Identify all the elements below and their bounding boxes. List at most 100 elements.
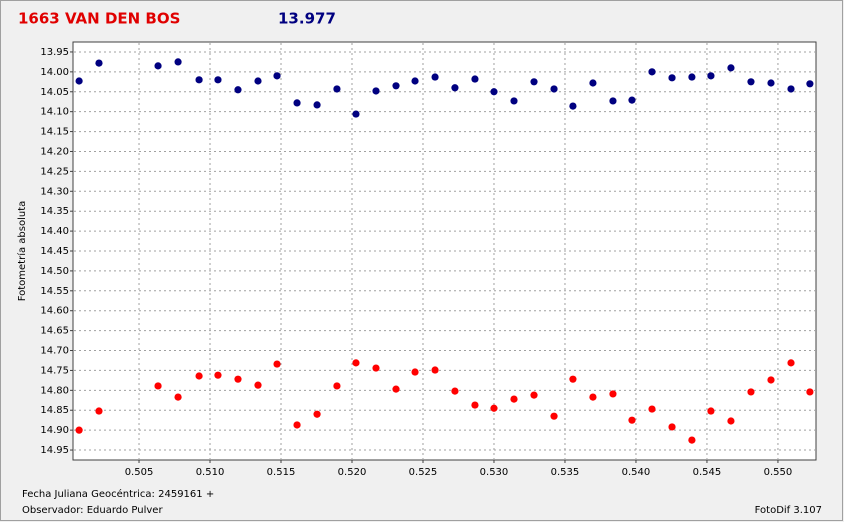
y-tick-label: 14.70	[40, 346, 69, 357]
data-point	[75, 77, 83, 85]
y-axis-label: Fotometría absoluta	[16, 201, 28, 302]
data-point	[569, 375, 577, 383]
data-point	[569, 102, 577, 110]
data-point	[648, 68, 656, 76]
data-point	[333, 382, 341, 390]
y-tick-label: 14.95	[40, 445, 69, 456]
data-point	[628, 416, 636, 424]
data-point	[313, 101, 321, 109]
data-point	[727, 64, 735, 72]
y-tick-label: 14.45	[40, 246, 69, 257]
y-tick-label: 14.00	[40, 67, 69, 78]
data-point	[174, 58, 182, 66]
x-tick-label: 0.540	[622, 467, 651, 478]
y-tick-label: 14.55	[40, 286, 69, 297]
data-point	[609, 97, 617, 105]
data-point	[688, 73, 696, 81]
y-tick-label: 14.80	[40, 385, 69, 396]
data-point	[95, 407, 103, 415]
x-tick-label: 0.530	[480, 467, 509, 478]
data-point	[510, 395, 518, 403]
data-point	[75, 426, 83, 434]
data-point	[688, 436, 696, 444]
data-point	[293, 99, 301, 107]
data-point	[510, 97, 518, 105]
y-tick-label: 14.50	[40, 266, 69, 277]
data-point	[609, 390, 617, 398]
y-tick-label: 14.15	[40, 127, 69, 138]
data-point	[668, 423, 676, 431]
data-point	[273, 72, 281, 80]
data-point	[451, 84, 459, 92]
data-point	[214, 76, 222, 84]
data-point	[392, 385, 400, 393]
data-point	[747, 78, 755, 86]
data-point	[589, 393, 597, 401]
data-point	[767, 79, 775, 87]
y-tick-label: 14.35	[40, 206, 69, 217]
y-tick-label: 14.65	[40, 326, 69, 337]
chart-title: 1663 VAN DEN BOS	[18, 10, 180, 28]
data-point	[530, 78, 538, 86]
data-point	[95, 59, 103, 67]
data-point	[333, 85, 341, 93]
data-point	[154, 62, 162, 70]
x-tick-label: 0.535	[551, 467, 580, 478]
data-point	[451, 387, 459, 395]
data-point	[747, 388, 755, 396]
data-point	[352, 359, 360, 367]
y-tick-label: 14.40	[40, 226, 69, 237]
y-tick-label: 14.20	[40, 146, 69, 157]
observer-note: Observador: Eduardo Pulver	[22, 505, 163, 516]
data-point	[550, 85, 558, 93]
x-tick-label: 0.520	[338, 467, 367, 478]
data-point	[648, 405, 656, 413]
y-tick-label: 14.75	[40, 365, 69, 376]
data-point	[293, 421, 301, 429]
x-tick-label: 0.510	[196, 467, 225, 478]
data-point	[787, 359, 795, 367]
data-point	[234, 375, 242, 383]
data-point	[431, 73, 439, 81]
data-point	[411, 77, 419, 85]
chart-subtitle: 13.977	[278, 10, 336, 28]
data-point	[767, 376, 775, 384]
version-note: FotoDif 3.107	[755, 505, 822, 516]
data-point	[707, 72, 715, 80]
data-point	[392, 82, 400, 90]
data-point	[589, 79, 597, 87]
data-point	[806, 80, 814, 88]
data-point	[273, 360, 281, 368]
x-tick-label: 0.525	[409, 467, 438, 478]
data-point	[490, 404, 498, 412]
data-point	[707, 407, 715, 415]
y-tick-label: 14.30	[40, 186, 69, 197]
x-tick-label: 0.550	[764, 467, 793, 478]
x-tick-label: 0.505	[125, 467, 154, 478]
y-tick-label: 14.25	[40, 166, 69, 177]
data-point	[431, 366, 439, 374]
data-point	[195, 372, 203, 380]
data-point	[806, 388, 814, 396]
data-point	[352, 110, 360, 118]
data-point	[628, 96, 636, 104]
data-point	[195, 76, 203, 84]
y-tick-label: 14.60	[40, 306, 69, 317]
date-note: Fecha Juliana Geocéntrica: 2459161 +	[22, 488, 214, 500]
data-point	[530, 391, 538, 399]
data-point	[313, 410, 321, 418]
data-point	[787, 85, 795, 93]
data-point	[471, 401, 479, 409]
data-point	[490, 88, 498, 96]
y-tick-label: 13.95	[40, 47, 69, 58]
data-point	[471, 75, 479, 83]
data-point	[727, 417, 735, 425]
y-tick-label: 14.10	[40, 107, 69, 118]
x-tick-label: 0.545	[693, 467, 722, 478]
data-point	[668, 74, 676, 82]
data-point	[372, 87, 380, 95]
y-tick-label: 14.90	[40, 425, 69, 436]
data-point	[214, 371, 222, 379]
data-point	[411, 368, 419, 376]
